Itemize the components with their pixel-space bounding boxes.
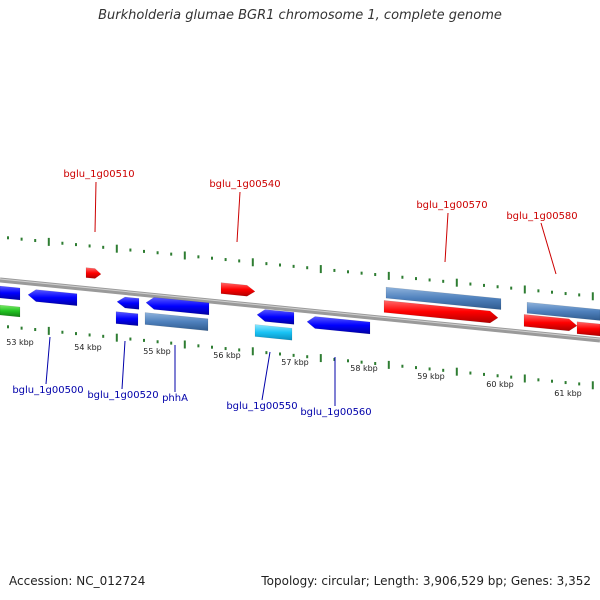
forward-gene-label: bglu_1g00570 xyxy=(416,200,487,211)
scale-label: 55 kbp xyxy=(143,347,171,356)
label-leader-line xyxy=(94,181,97,233)
accession-text: Accession: NC_012724 xyxy=(9,574,146,588)
reverse-gene-label: bglu_1g00500 xyxy=(12,385,83,396)
backbone-line xyxy=(0,277,600,343)
scale-label: 53 kbp xyxy=(6,338,34,347)
label-leader-line xyxy=(121,340,126,390)
reverse-gene-arrow xyxy=(27,289,78,306)
forward-cds-bar xyxy=(526,301,600,321)
scale-label: 61 kbp xyxy=(554,389,582,398)
backbone-highlight xyxy=(0,278,600,340)
reverse-gene-label: bglu_1g00520 xyxy=(87,390,158,401)
forward-gene-arrow xyxy=(523,314,578,332)
page-title: Burkholderia glumae BGR1 chromosome 1, c… xyxy=(98,8,502,23)
reverse-gene-label: bglu_1g00560 xyxy=(300,407,371,418)
reverse-gene-label: phhA xyxy=(162,393,188,404)
label-leader-line xyxy=(261,351,271,401)
scale-label: 60 kbp xyxy=(486,380,514,389)
reverse-gene-arrow xyxy=(116,296,140,310)
forward-gene-arrow xyxy=(85,267,102,279)
reverse-cds-bar xyxy=(144,312,209,332)
label-leader-line xyxy=(444,212,449,263)
reverse-rna-bar xyxy=(0,304,21,318)
reverse-gene-arrow xyxy=(256,309,295,325)
reverse-rna-bar xyxy=(254,324,293,341)
scale-label: 54 kbp xyxy=(74,343,102,352)
reverse-gene-label: bglu_1g00550 xyxy=(226,401,297,412)
label-leader-line xyxy=(45,336,51,385)
label-leader-line xyxy=(236,191,241,243)
reverse-gene-arrow xyxy=(115,311,139,327)
forward-gene-arrow xyxy=(576,321,600,337)
forward-gene-arrow xyxy=(383,300,499,324)
label-leader-line xyxy=(540,222,557,275)
forward-cds-bar xyxy=(385,286,502,310)
genome-summary-text: Topology: circular; Length: 3,906,529 bp… xyxy=(261,574,591,588)
forward-gene-label: bglu_1g00540 xyxy=(209,179,280,190)
forward-gene-label: bglu_1g00580 xyxy=(506,211,577,222)
scale-label: 58 kbp xyxy=(350,364,378,373)
scale-label: 59 kbp xyxy=(417,372,445,381)
reverse-gene-arrow xyxy=(306,316,371,335)
scale-label: 57 kbp xyxy=(281,358,309,367)
forward-gene-label: bglu_1g00510 xyxy=(63,169,134,180)
scale-label: 56 kbp xyxy=(213,351,241,360)
reverse-gene-arrow xyxy=(145,297,210,316)
forward-gene-arrow xyxy=(220,282,256,297)
reverse-gene-arrow xyxy=(0,285,21,301)
